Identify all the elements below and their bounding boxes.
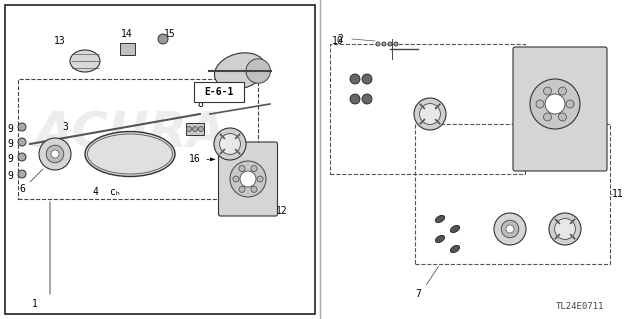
- Bar: [5, 5, 315, 314]
- Circle shape: [420, 104, 440, 124]
- Text: 16: 16: [189, 154, 201, 164]
- Circle shape: [158, 34, 168, 44]
- Circle shape: [559, 113, 566, 121]
- Circle shape: [543, 87, 552, 95]
- Text: -►: -►: [204, 154, 216, 164]
- Circle shape: [350, 74, 360, 84]
- Circle shape: [193, 127, 198, 131]
- Polygon shape: [186, 123, 204, 135]
- Circle shape: [240, 171, 256, 187]
- Text: 4: 4: [92, 187, 98, 197]
- Circle shape: [220, 134, 241, 154]
- Ellipse shape: [85, 131, 175, 176]
- Text: 5: 5: [227, 94, 233, 104]
- Text: TL24E0711: TL24E0711: [556, 302, 604, 311]
- Circle shape: [18, 123, 26, 131]
- Circle shape: [239, 186, 245, 192]
- Circle shape: [239, 166, 245, 172]
- Polygon shape: [120, 43, 134, 55]
- Text: E-6-1: E-6-1: [204, 87, 234, 97]
- Bar: [18, 79, 258, 199]
- Circle shape: [414, 98, 446, 130]
- Circle shape: [549, 213, 581, 245]
- Circle shape: [376, 42, 380, 46]
- Circle shape: [555, 219, 575, 239]
- Text: ACURA: ACURA: [34, 110, 226, 158]
- Circle shape: [257, 176, 263, 182]
- Circle shape: [494, 213, 526, 245]
- Ellipse shape: [88, 134, 173, 174]
- FancyBboxPatch shape: [218, 142, 278, 216]
- Circle shape: [506, 225, 514, 233]
- Text: 14: 14: [121, 29, 133, 39]
- Circle shape: [394, 42, 398, 46]
- FancyBboxPatch shape: [513, 47, 607, 171]
- Circle shape: [382, 42, 386, 46]
- Ellipse shape: [435, 235, 445, 243]
- Circle shape: [559, 87, 566, 95]
- Circle shape: [501, 220, 519, 238]
- Circle shape: [350, 94, 360, 104]
- Text: 12: 12: [276, 206, 288, 216]
- Circle shape: [214, 128, 246, 160]
- Text: 3: 3: [62, 122, 68, 132]
- Text: 6: 6: [19, 184, 25, 194]
- Circle shape: [51, 150, 59, 158]
- Circle shape: [543, 113, 552, 121]
- Circle shape: [39, 138, 71, 170]
- Circle shape: [545, 94, 565, 114]
- Circle shape: [18, 153, 26, 161]
- Text: 9: 9: [7, 124, 13, 134]
- Circle shape: [18, 170, 26, 178]
- Text: 8: 8: [197, 99, 203, 109]
- Circle shape: [566, 100, 574, 108]
- Circle shape: [18, 138, 26, 146]
- Ellipse shape: [451, 226, 460, 233]
- Circle shape: [362, 74, 372, 84]
- Circle shape: [246, 59, 271, 83]
- Bar: [330, 44, 525, 174]
- Text: 15: 15: [164, 29, 176, 39]
- Circle shape: [530, 79, 580, 129]
- Circle shape: [251, 186, 257, 192]
- Circle shape: [186, 127, 191, 131]
- Circle shape: [233, 176, 239, 182]
- Text: 9: 9: [7, 139, 13, 149]
- Text: 9: 9: [7, 171, 13, 181]
- Circle shape: [251, 166, 257, 172]
- Circle shape: [198, 127, 204, 131]
- Ellipse shape: [70, 50, 100, 72]
- Ellipse shape: [451, 245, 460, 253]
- Text: 13: 13: [54, 36, 66, 46]
- Ellipse shape: [214, 53, 266, 89]
- Text: cₕ: cₕ: [109, 187, 121, 197]
- Circle shape: [362, 94, 372, 104]
- Circle shape: [46, 145, 64, 163]
- Circle shape: [230, 161, 266, 197]
- Bar: [415, 124, 610, 264]
- Circle shape: [388, 42, 392, 46]
- Text: 1: 1: [32, 299, 38, 309]
- Text: 7: 7: [415, 289, 421, 299]
- Circle shape: [536, 100, 544, 108]
- Polygon shape: [96, 139, 104, 169]
- Text: 10: 10: [332, 36, 344, 46]
- Text: 2: 2: [337, 34, 343, 44]
- Text: 11: 11: [612, 189, 624, 199]
- Ellipse shape: [435, 215, 445, 223]
- Text: 9: 9: [7, 154, 13, 164]
- FancyBboxPatch shape: [194, 82, 244, 102]
